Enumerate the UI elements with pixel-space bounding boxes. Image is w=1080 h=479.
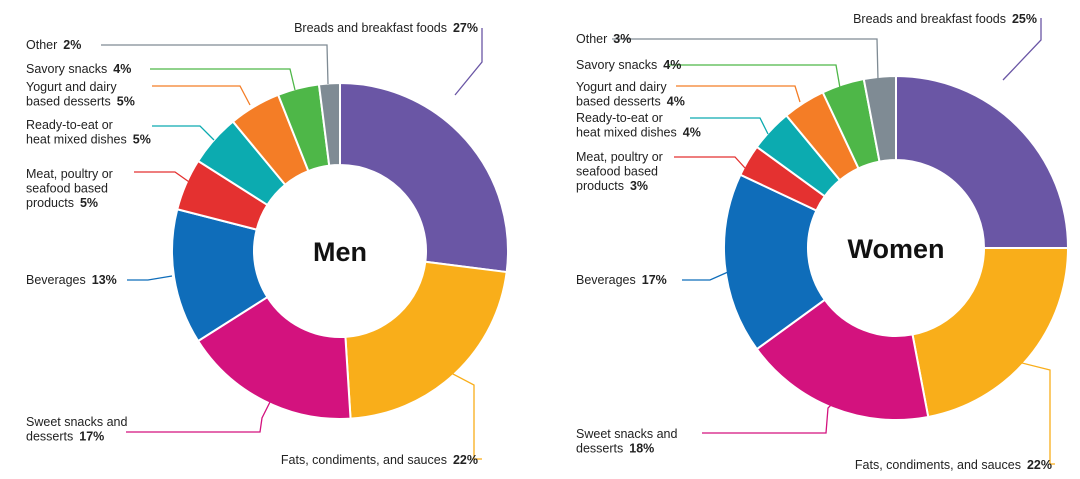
leader-line: [682, 271, 729, 281]
slice-label: Breads and breakfast foods 27%: [294, 21, 478, 35]
leader-line: [1002, 18, 1042, 81]
slice-breads-and-breakfast-foods: [895, 74, 1070, 249]
leader-line: [126, 401, 271, 433]
slice-label: Other 2%: [26, 38, 81, 52]
leader-line: [668, 64, 841, 89]
leader-line: [134, 171, 193, 185]
chart-center-title: Men: [313, 237, 367, 267]
slice-label: Beverages 17%: [576, 273, 667, 287]
slice-fats-condiments-and-sauces: [344, 260, 508, 420]
slice-label: Savory snacks 4%: [576, 58, 681, 72]
slice-label: Sweet snacks and desserts 17%: [26, 415, 127, 444]
slice-sweet-snacks-and-desserts: [196, 295, 352, 420]
leader-line: [152, 85, 251, 106]
leader-line: [150, 68, 296, 91]
slice-label: Breads and breakfast foods 25%: [853, 12, 1037, 26]
slice-sweet-snacks-and-desserts: [755, 298, 930, 421]
slice-label: Fats, condiments, and sauces 22%: [855, 458, 1052, 472]
slice-label: Fats, condiments, and sauces 22%: [281, 453, 478, 467]
slice-breads-and-breakfast-foods: [339, 81, 509, 274]
slice-label: Meat, poultry or seafood based products 3%: [576, 150, 663, 193]
chart-center-title: Women: [847, 234, 944, 264]
leader-line: [152, 125, 215, 141]
slice-other: [317, 81, 341, 167]
leader-line: [674, 156, 746, 169]
slice-label: Beverages 13%: [26, 273, 117, 287]
slice-label: Ready-to-eat or heat mixed dishes 4%: [576, 111, 701, 140]
slice-other: [862, 74, 897, 163]
slice-label: Sweet snacks and desserts 18%: [576, 427, 677, 456]
leader-line: [690, 117, 769, 135]
donut-chart-women: Women Breads and breakfast foods 25% Fats, …: [576, 12, 1070, 472]
donut-chart-men: Men Breads and breakfast foods 27% Fats, co…: [26, 21, 509, 467]
leader-line: [127, 275, 173, 281]
leader-line: [101, 44, 329, 85]
slice-label: Savory snacks 4%: [26, 62, 131, 76]
leader-line: [454, 28, 483, 96]
slice-fats-condiments-and-sauces: [911, 247, 1070, 419]
leader-line: [702, 399, 837, 434]
slice-label: Other 3%: [576, 32, 631, 46]
slice-label: Ready-to-eat or heat mixed dishes 5%: [26, 118, 151, 147]
leader-line: [1009, 359, 1055, 465]
slice-label: Meat, poultry or seafood based products 5%: [26, 167, 113, 210]
leader-line: [612, 38, 879, 81]
slice-label: Yogurt and dairy based desserts 5%: [26, 80, 135, 109]
slice-label: Yogurt and dairy based desserts 4%: [576, 80, 685, 109]
leader-line: [676, 85, 801, 103]
leader-line: [429, 361, 482, 460]
